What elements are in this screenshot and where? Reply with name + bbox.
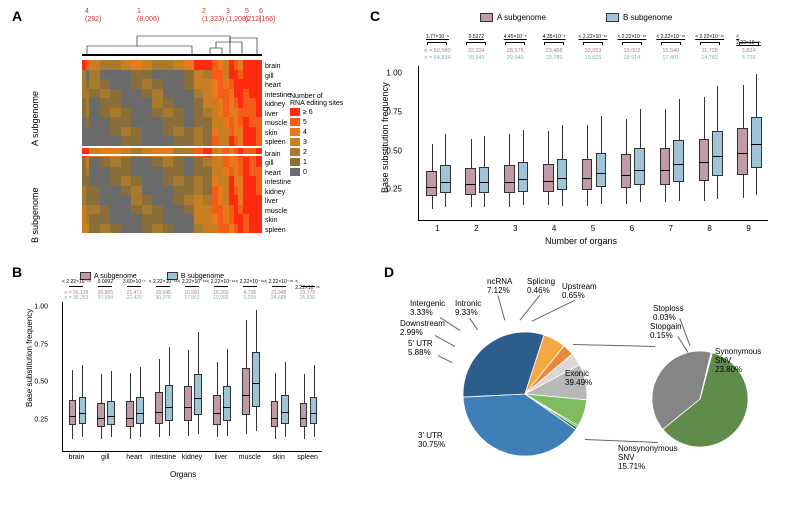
panel-c-legend: A subgenomeB subgenome	[480, 13, 672, 22]
panel-c-xlabel: Number of organs	[545, 236, 617, 246]
panel-a-label: A	[12, 8, 22, 24]
panel-a-heatmap: 4(292)1(8,006)2(1,323)3(1,208)5(212)6(16…	[30, 28, 300, 253]
panel-b-boxplot: A subgenomeB subgenome Base substitution…	[30, 282, 340, 487]
b-subgenome-label: B subgenome	[30, 187, 40, 243]
panel-c-boxplot: A subgenomeB subgenome Base substitution…	[380, 18, 780, 253]
a-subgenome-label: A subgenome	[30, 91, 40, 146]
heatmap-legend: Number of RNA editing sites ≥ 6543210	[290, 95, 343, 177]
legend-title: Number of RNA editing sites	[290, 95, 343, 105]
heatmap-ylabels: braingillheartintestinekidneylivermuscle…	[265, 62, 291, 235]
panel-b-plotarea	[62, 302, 322, 452]
heatmap-divider	[82, 154, 262, 156]
panel-b-ylabel: Base substitution frequency	[25, 309, 34, 407]
panel-c-label: C	[370, 8, 380, 24]
panel-d-label: D	[384, 264, 394, 280]
panel-c-plotarea	[418, 66, 768, 221]
panel-c-ylabel: Base substitution frequency	[380, 82, 390, 193]
pie-main	[455, 324, 595, 464]
dendrogram	[82, 28, 262, 56]
panel-b-label: B	[12, 264, 22, 280]
panel-b-xlabel: Organs	[170, 470, 196, 479]
